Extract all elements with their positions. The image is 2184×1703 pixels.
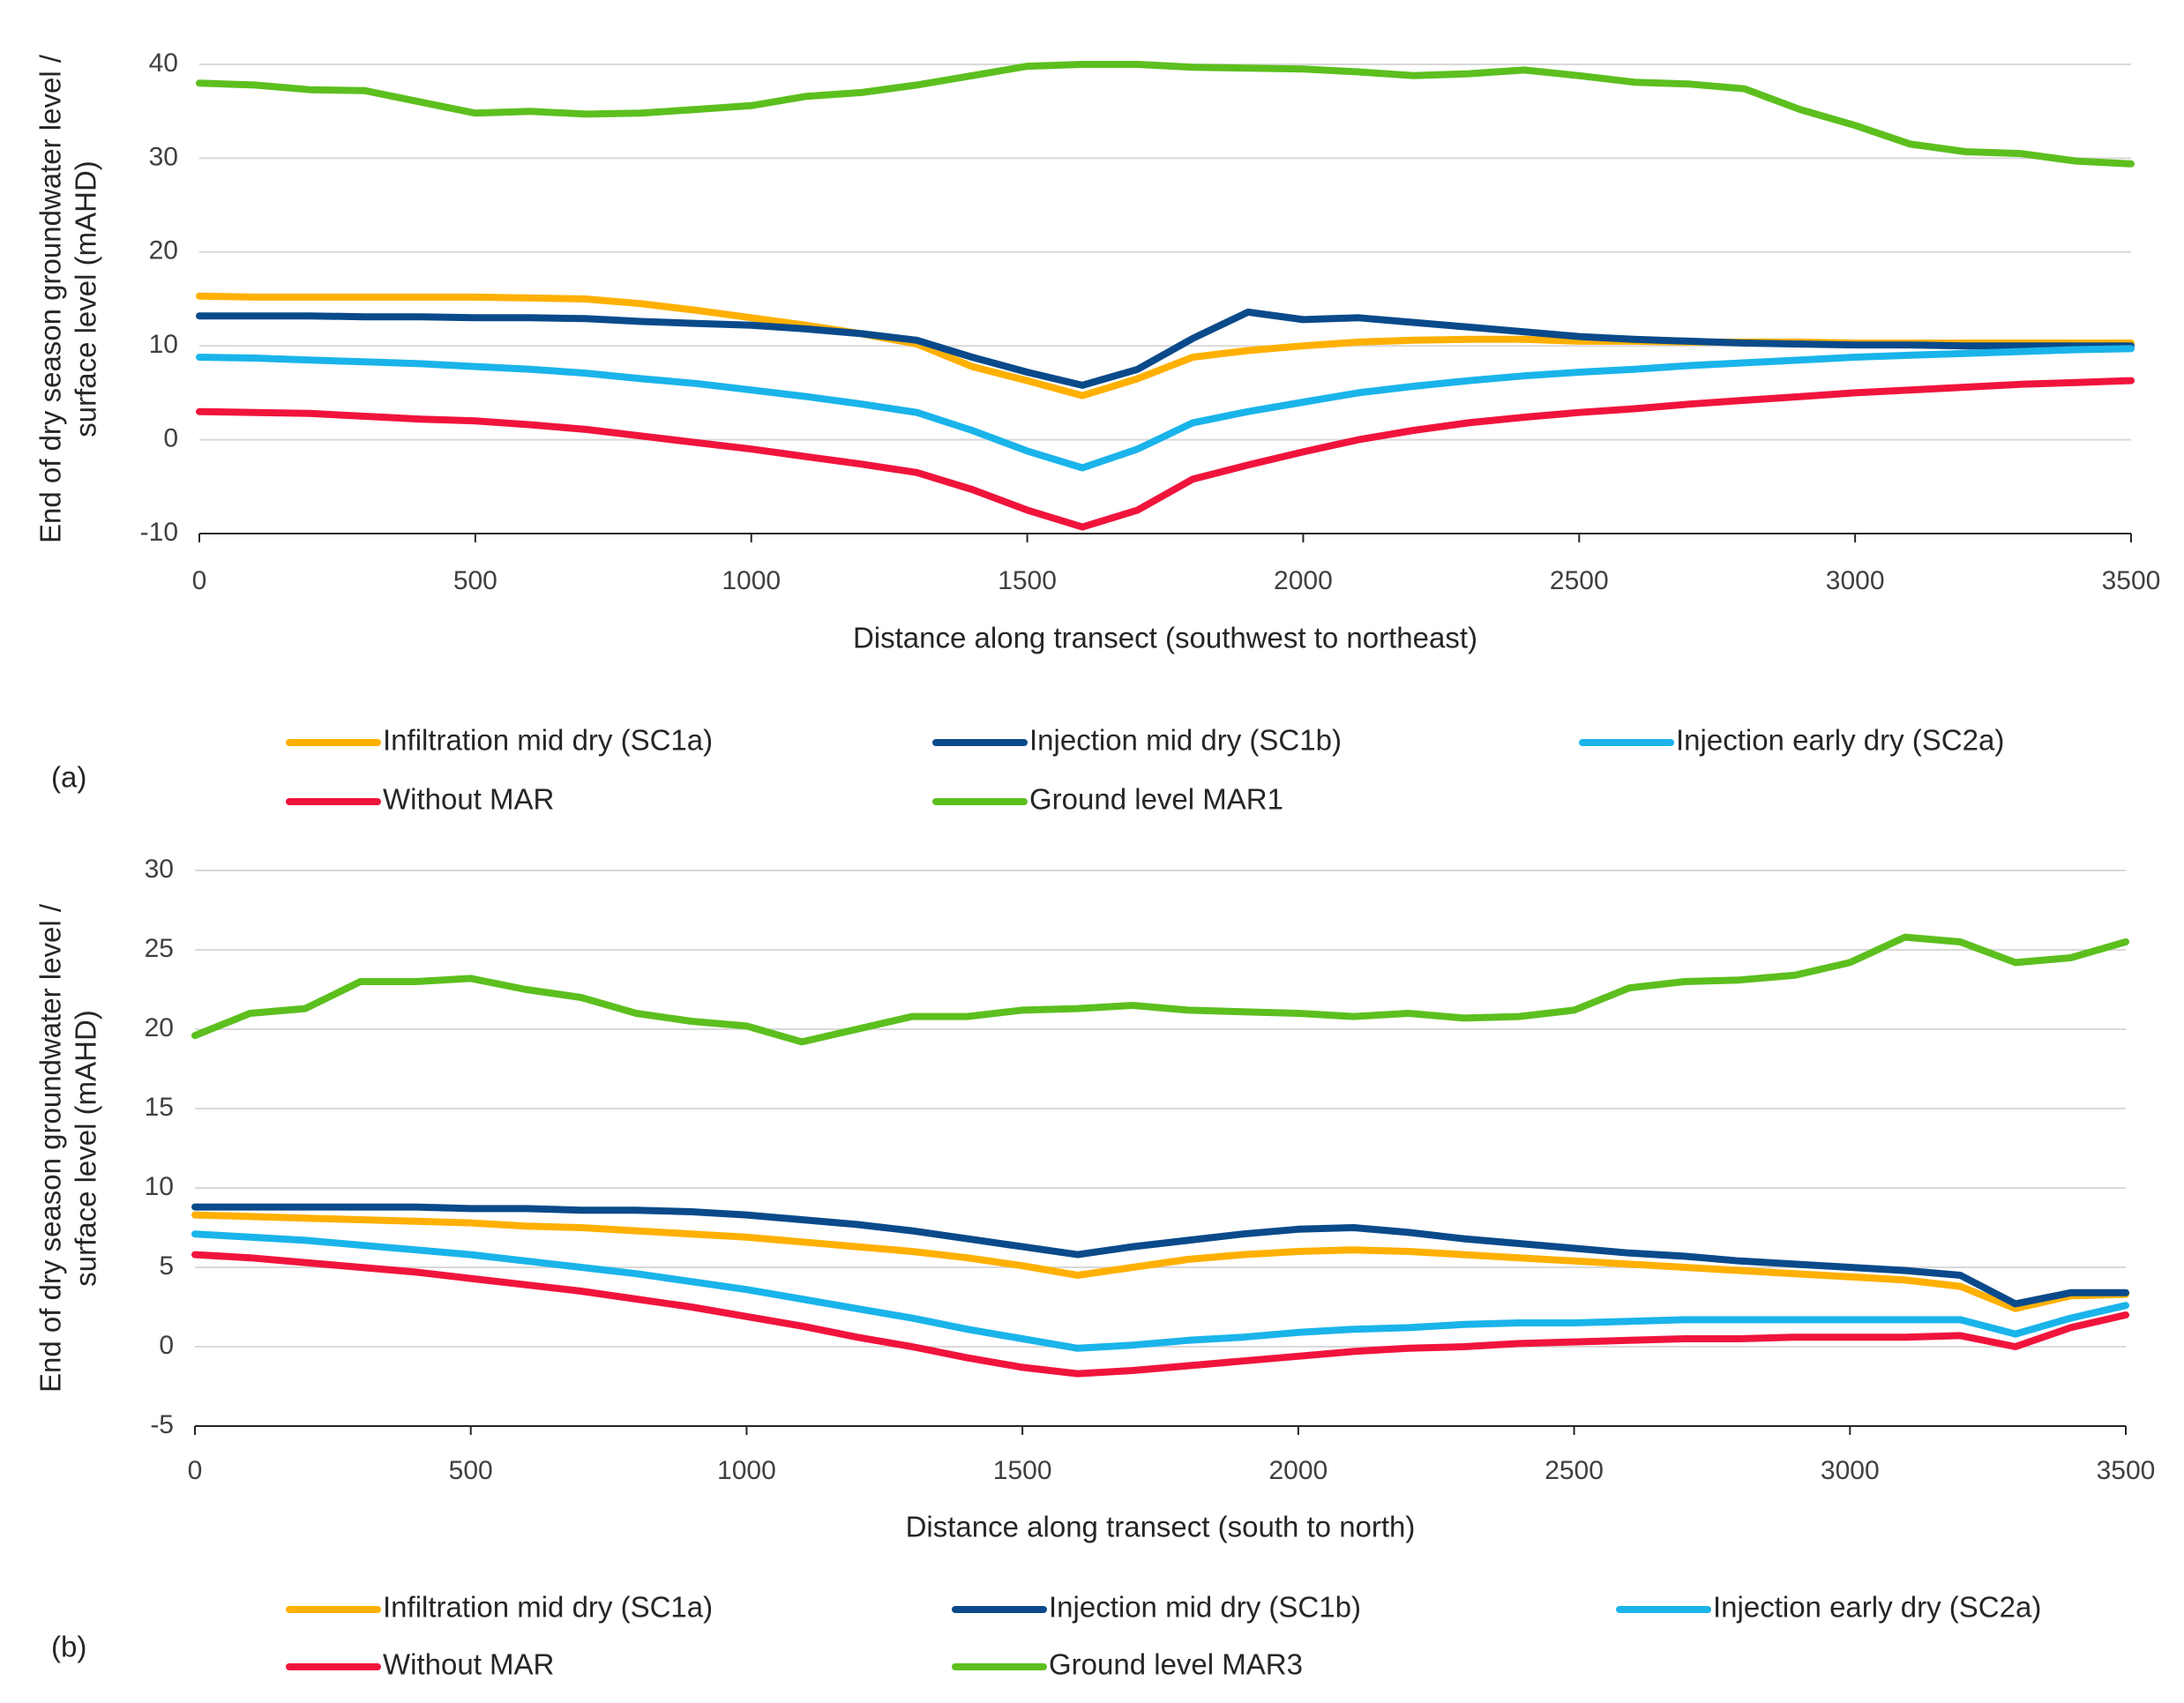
x-tick-label: 1500 — [998, 566, 1057, 595]
y-axis-label-line: surface level (mAHD) — [70, 161, 102, 437]
y-axis-label-line: surface level (mAHD) — [70, 1010, 102, 1287]
legend-label: Infiltration mid dry (SC1a) — [383, 724, 713, 757]
y-tick-label: 15 — [145, 1093, 174, 1122]
x-tick-label: 500 — [453, 566, 497, 595]
x-tick-label: 3000 — [1826, 566, 1885, 595]
panel-label: (a) — [51, 761, 86, 794]
y-tick-label: -5 — [150, 1410, 174, 1439]
y-axis-label-line: End of dry season groundwater level / — [34, 54, 67, 543]
legend-label: Injection early dry (SC2a) — [1676, 724, 2004, 757]
x-tick-label: 0 — [192, 566, 207, 595]
x-tick-label: 500 — [449, 1456, 493, 1485]
x-tick-label: 3000 — [1821, 1456, 1880, 1485]
x-axis-label: Distance along transect (southwest to no… — [853, 622, 1477, 654]
legend-label: Ground level MAR3 — [1049, 1648, 1303, 1681]
y-axis-label: End of dry season groundwater level / sur… — [34, 903, 102, 1393]
legend-label: Without MAR — [383, 1648, 554, 1681]
y-tick-label: 5 — [159, 1251, 174, 1281]
y-axis-label-line: End of dry season groundwater level / — [34, 903, 67, 1393]
x-tick-label: 1500 — [993, 1456, 1052, 1485]
data-line — [196, 308, 2135, 389]
legend-label: Injection mid dry (SC1b) — [1029, 724, 1342, 757]
x-tick-label: 3500 — [2102, 566, 2161, 595]
x-tick-label: 2000 — [1268, 1456, 1328, 1485]
y-tick-label: 0 — [163, 424, 178, 453]
data-line — [191, 933, 2129, 1046]
y-tick-label: 25 — [145, 934, 174, 963]
data-line — [191, 1211, 2129, 1312]
y-axis-label: End of dry season groundwater level / sur… — [34, 54, 102, 543]
y-tick-label: 30 — [149, 142, 178, 171]
panel-label: (b) — [51, 1631, 86, 1663]
y-tick-label: 30 — [145, 855, 174, 884]
y-tick-label: 20 — [145, 1013, 174, 1042]
y-tick-label: 10 — [149, 330, 178, 359]
y-tick-label: -10 — [140, 518, 178, 547]
y-tick-label: 20 — [149, 236, 178, 265]
x-tick-label: 1000 — [722, 566, 781, 595]
legend-label: Without MAR — [383, 783, 554, 816]
legend-label: Infiltration mid dry (SC1a) — [383, 1591, 713, 1624]
legend-label: Injection early dry (SC2a) — [1713, 1591, 2041, 1624]
x-tick-label: 2500 — [1545, 1456, 1604, 1485]
x-tick-label: 0 — [188, 1456, 203, 1485]
data-line — [196, 377, 2135, 531]
data-line — [196, 345, 2135, 472]
data-line — [191, 1203, 2129, 1308]
y-tick-label: 10 — [145, 1172, 174, 1201]
legend-label: Ground level MAR1 — [1029, 783, 1283, 816]
legend-label: Injection mid dry (SC1b) — [1049, 1591, 1361, 1624]
x-tick-label: 1000 — [717, 1456, 776, 1485]
x-tick-label: 2000 — [1274, 566, 1333, 595]
x-tick-label: 3500 — [2097, 1456, 2156, 1485]
y-tick-label: 0 — [159, 1331, 174, 1360]
data-line — [191, 1230, 2129, 1352]
data-line — [196, 61, 2135, 168]
data-line — [191, 1251, 2129, 1378]
x-axis-label: Distance along transect (south to north) — [906, 1511, 1416, 1543]
y-tick-label: 40 — [149, 49, 178, 78]
x-tick-label: 2500 — [1550, 566, 1609, 595]
